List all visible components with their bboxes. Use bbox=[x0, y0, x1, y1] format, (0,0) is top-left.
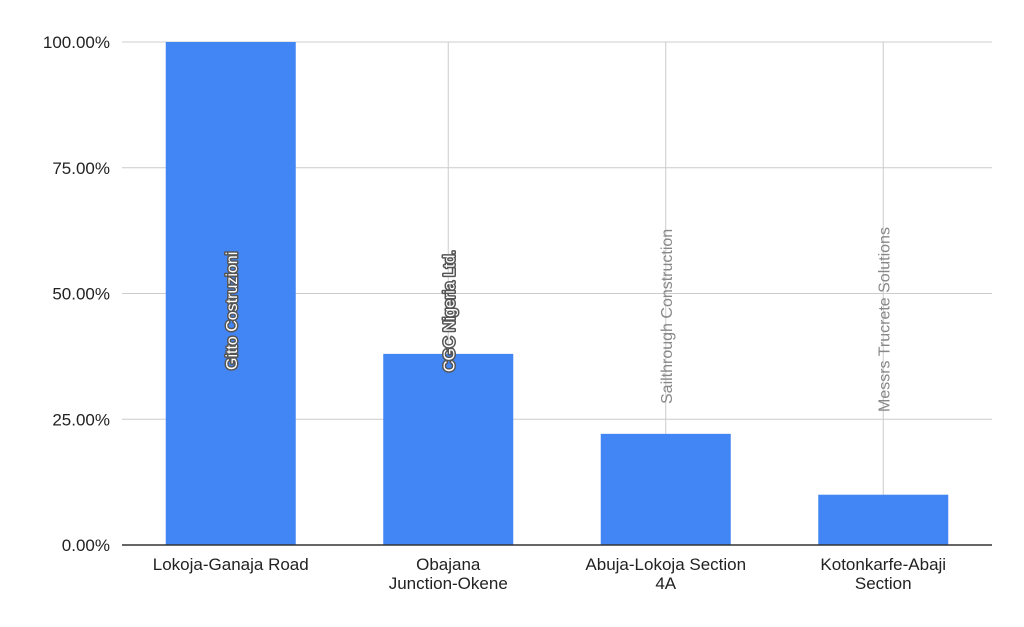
bar bbox=[600, 433, 731, 545]
bar bbox=[165, 42, 296, 545]
bars bbox=[165, 42, 949, 545]
y-tick-label: 100.00% bbox=[43, 33, 110, 52]
x-category-label: Kotonkarfe-Abaji Section bbox=[820, 555, 946, 593]
bar bbox=[818, 494, 949, 545]
x-category-label: Obajana Junction-Okene bbox=[389, 555, 508, 593]
bar-data-label: CGC Nigeria Ltd. bbox=[441, 250, 458, 372]
x-axis-category-labels: Lokoja-Ganaja Road Obajana Junction-Okene A… bbox=[153, 555, 946, 593]
bar-data-label: Gitto Costruzioni bbox=[224, 252, 241, 370]
bar-data-label: Messrs Trucrete Solutions bbox=[876, 227, 893, 412]
y-tick-label: 75.00% bbox=[52, 159, 110, 178]
y-tick-label: 50.00% bbox=[52, 285, 110, 304]
bar-data-label: Sailthrough Construction bbox=[659, 229, 676, 404]
bar bbox=[383, 353, 514, 545]
bar-data-labels: Gitto Costruzioni CGC Nigeria Ltd. Sailthr… bbox=[222, 227, 893, 412]
x-category-label: Lokoja-Ganaja Road bbox=[153, 555, 309, 574]
x-category-label: Abuja-Lokoja Section 4A bbox=[585, 555, 746, 593]
y-tick-label: 25.00% bbox=[52, 410, 110, 429]
y-axis-tick-labels: 0.00% 25.00% 50.00% 75.00% 100.00% bbox=[43, 33, 110, 555]
y-tick-label: 0.00% bbox=[62, 536, 110, 555]
